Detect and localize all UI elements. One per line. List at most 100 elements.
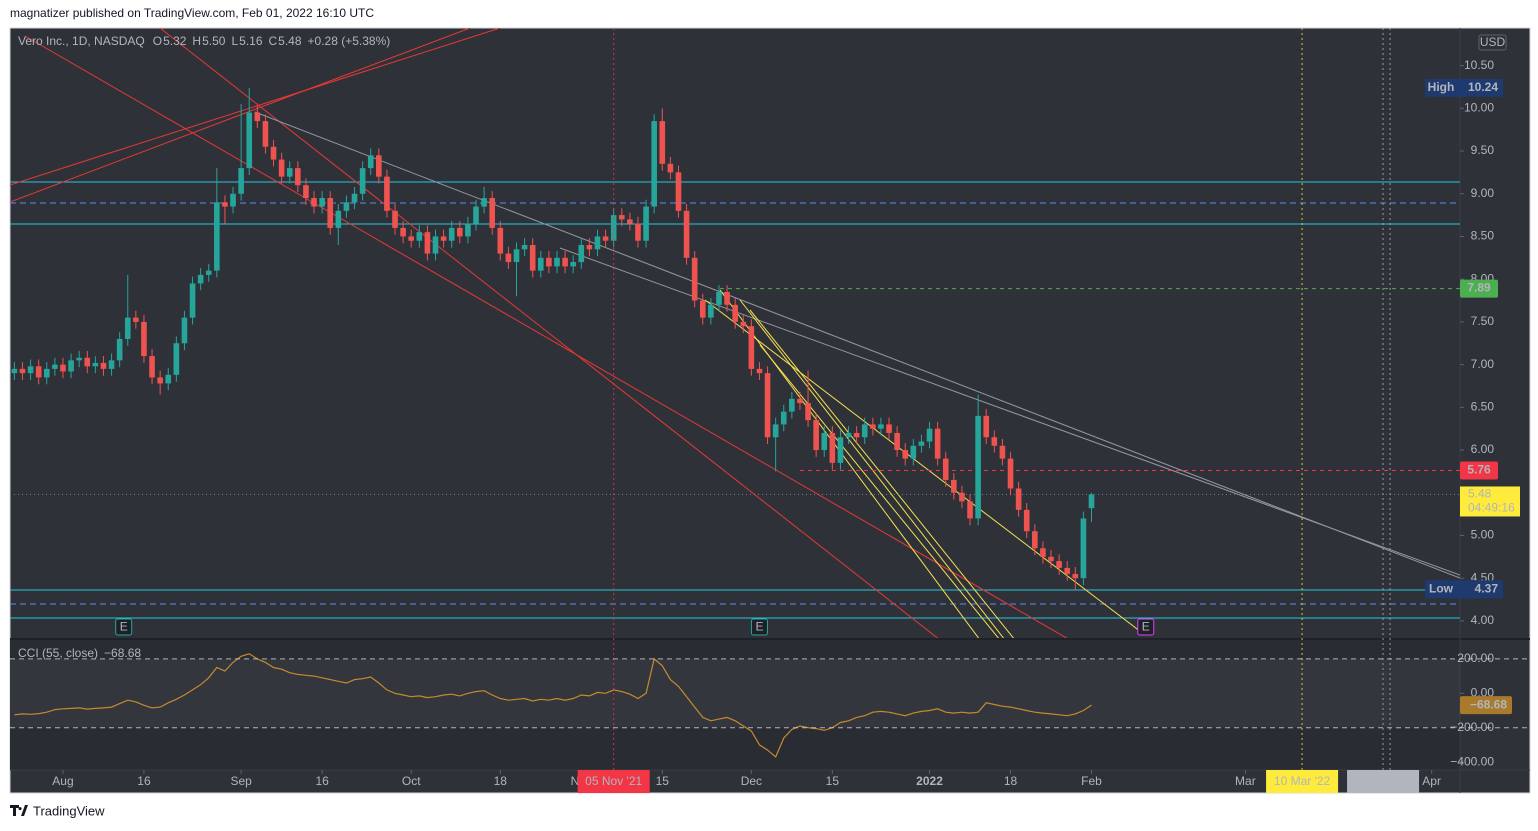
level-label: 7.89 — [1467, 281, 1491, 295]
candle-body — [708, 304, 714, 318]
ohlc-label: L — [231, 34, 238, 48]
candle-body — [465, 223, 471, 237]
high-value: 10.24 — [1468, 80, 1498, 94]
candle-body — [473, 206, 479, 224]
candle-body — [546, 257, 552, 267]
candle-body — [335, 210, 342, 228]
footer-text: TradingView — [33, 803, 105, 818]
candle-body — [222, 202, 228, 207]
candle-body — [659, 121, 666, 164]
candle-body — [141, 321, 147, 357]
candle-body — [60, 364, 66, 372]
trend-line — [739, 299, 1005, 638]
earnings-marker — [1137, 618, 1155, 636]
indicator-y-tick-label: 200.00 — [1457, 651, 1494, 665]
candle-body — [513, 249, 520, 263]
candle-body — [789, 398, 795, 412]
candle-body — [1048, 556, 1054, 562]
logo-icon — [10, 805, 28, 816]
earnings-label: E — [120, 620, 128, 634]
candle-body — [416, 232, 423, 241]
candle-body — [489, 198, 495, 228]
candle-body — [246, 112, 253, 169]
candle-body — [165, 374, 172, 384]
candle-body — [635, 223, 641, 241]
candle-body — [1023, 509, 1030, 532]
candle-body — [562, 257, 568, 267]
time-marker-label: 24 Mar '22 — [1355, 774, 1412, 788]
candle-body — [951, 479, 957, 493]
candle-body — [991, 437, 998, 446]
candle-body — [756, 368, 763, 374]
candle-body — [959, 492, 965, 502]
candle-body — [424, 232, 431, 254]
candle-body — [408, 236, 415, 241]
x-tick-label: 18 — [494, 774, 508, 788]
candle-body — [902, 450, 909, 459]
candle-body — [683, 210, 690, 258]
candle-body — [173, 343, 180, 375]
candle-body — [27, 366, 34, 374]
y-tick-label: 7.50 — [1471, 314, 1495, 328]
header: magnatizer published on TradingView.com,… — [10, 6, 374, 20]
time-marker-label: 10 Mar '22 — [1274, 774, 1331, 788]
candle-body — [376, 155, 382, 177]
x-tick-label: Apr — [1422, 774, 1441, 788]
candle-body — [457, 227, 463, 237]
candle-body — [967, 501, 973, 519]
trend-line — [749, 309, 1015, 638]
candle-body — [52, 364, 58, 369]
candle-body — [894, 432, 900, 451]
symbol-legend: Vero Inc., 1D, NASDAQ — [18, 34, 145, 48]
candle-body — [262, 121, 269, 147]
candle-body — [1072, 573, 1079, 579]
currency: USD — [1480, 35, 1506, 49]
cci-band — [10, 658, 1460, 728]
trend-line — [254, 111, 1460, 579]
candle-body — [748, 326, 755, 369]
candle-body — [618, 215, 625, 220]
ohlc-value: 5.16 — [239, 34, 263, 48]
x-tick-label: 16 — [315, 774, 329, 788]
candle-body — [1056, 561, 1062, 568]
candle-body — [157, 377, 163, 384]
y-tick-label: 9.00 — [1471, 186, 1495, 200]
time-marker-label: 05 Nov '21 — [585, 774, 642, 788]
y-tick-label: 10.50 — [1464, 58, 1494, 72]
candle-body — [926, 428, 933, 442]
candle-body — [108, 360, 115, 369]
high-badge — [1425, 78, 1503, 97]
candle-body — [100, 362, 107, 369]
candle-body — [319, 198, 325, 207]
trend-line — [24, 35, 1068, 638]
x-tick-label: Feb — [1081, 774, 1102, 788]
candle-body — [11, 368, 18, 374]
footer-logo: TradingView — [10, 803, 105, 818]
candle-body — [76, 357, 82, 361]
candle-body — [1088, 494, 1095, 509]
level-label: 5.76 — [1467, 463, 1491, 477]
candle-body — [440, 236, 447, 241]
candle-body — [691, 257, 698, 301]
candle-body — [870, 424, 876, 429]
candle-body — [570, 262, 576, 267]
candle-body — [853, 432, 860, 438]
indicator-title: CCI (55, close) — [18, 646, 98, 660]
candle-body — [497, 227, 504, 254]
candle-body — [254, 112, 261, 122]
candle-body — [505, 253, 512, 263]
candle-body — [772, 424, 779, 438]
candle-body — [829, 432, 836, 463]
candle-body — [116, 338, 123, 361]
y-tick-label: 5.00 — [1471, 528, 1495, 542]
candle-body — [43, 368, 50, 378]
candle-body — [400, 227, 406, 237]
indicator-y-tick-label: −200.00 — [1450, 720, 1494, 734]
indicator-pane — [10, 640, 1460, 770]
candle-body — [699, 300, 706, 318]
candle-body — [359, 168, 366, 194]
candle-body — [92, 362, 99, 367]
candle-body — [448, 227, 455, 241]
last-badge — [1460, 486, 1520, 517]
cci-badge — [1460, 696, 1512, 715]
